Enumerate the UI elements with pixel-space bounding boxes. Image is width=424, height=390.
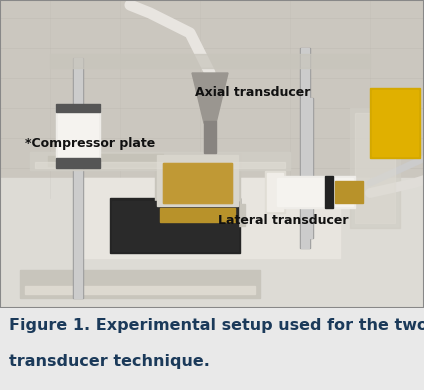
Text: Lateral transducer: Lateral transducer <box>218 215 349 227</box>
Bar <box>0 0 424 198</box>
Text: Axial transducer: Axial transducer <box>195 87 310 99</box>
Bar <box>157 155 238 206</box>
Bar <box>372 90 418 156</box>
Bar <box>305 98 313 238</box>
Bar <box>204 121 216 153</box>
Bar <box>25 286 255 294</box>
Bar <box>267 173 283 211</box>
Bar <box>275 176 355 208</box>
Bar <box>265 171 285 213</box>
Bar <box>150 204 245 226</box>
Bar <box>300 48 310 248</box>
Bar <box>350 108 400 228</box>
Bar <box>58 107 98 158</box>
Bar <box>56 158 100 168</box>
Bar <box>277 178 353 206</box>
Bar <box>74 58 82 298</box>
Bar <box>112 201 238 251</box>
Bar <box>301 48 309 248</box>
Bar <box>155 153 240 208</box>
FancyBboxPatch shape <box>20 270 260 298</box>
Bar <box>48 156 78 166</box>
Bar <box>306 98 312 238</box>
Bar <box>335 181 363 203</box>
Bar <box>110 198 240 253</box>
Bar <box>80 178 340 258</box>
Bar <box>163 163 232 203</box>
Bar <box>35 162 285 168</box>
Bar <box>73 58 83 298</box>
Bar <box>50 54 370 68</box>
Bar <box>83 154 163 168</box>
Bar <box>56 105 100 160</box>
Polygon shape <box>192 73 228 123</box>
Text: transducer technique.: transducer technique. <box>9 354 210 369</box>
Bar <box>355 113 395 223</box>
Bar <box>0 178 424 308</box>
Text: *Compressor plate: *Compressor plate <box>25 136 155 149</box>
Bar <box>370 88 420 158</box>
Bar <box>30 152 290 170</box>
Bar <box>56 104 100 112</box>
Bar <box>160 208 235 222</box>
Bar <box>163 163 232 203</box>
Text: Figure 1. Experimental setup used for the two-: Figure 1. Experimental setup used for th… <box>9 318 424 333</box>
Bar <box>325 176 333 208</box>
